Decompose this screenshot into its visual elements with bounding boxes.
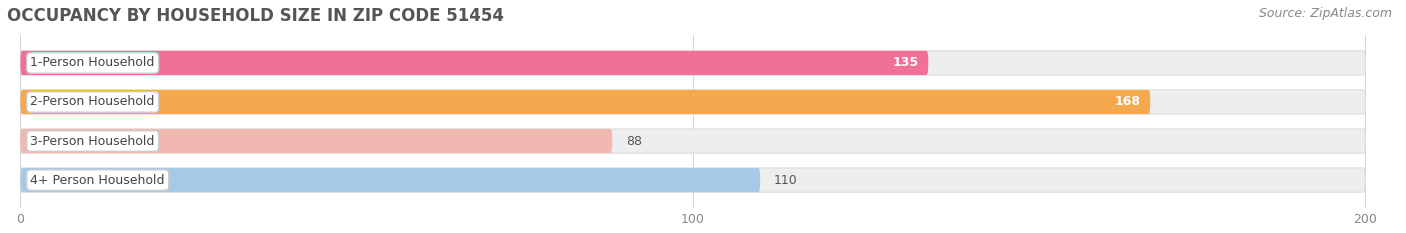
Text: 1-Person Household: 1-Person Household	[31, 56, 155, 69]
Text: 110: 110	[773, 174, 797, 187]
FancyBboxPatch shape	[21, 168, 761, 192]
FancyBboxPatch shape	[21, 90, 1150, 114]
FancyBboxPatch shape	[21, 168, 1365, 192]
Text: 168: 168	[1114, 96, 1140, 109]
Text: Source: ZipAtlas.com: Source: ZipAtlas.com	[1258, 7, 1392, 20]
Text: OCCUPANCY BY HOUSEHOLD SIZE IN ZIP CODE 51454: OCCUPANCY BY HOUSEHOLD SIZE IN ZIP CODE …	[7, 7, 503, 25]
Text: 4+ Person Household: 4+ Person Household	[31, 174, 165, 187]
FancyBboxPatch shape	[21, 51, 1365, 75]
Text: 88: 88	[626, 134, 641, 147]
FancyBboxPatch shape	[21, 90, 1365, 114]
FancyBboxPatch shape	[21, 129, 612, 153]
Text: 2-Person Household: 2-Person Household	[31, 96, 155, 109]
Text: 135: 135	[891, 56, 918, 69]
FancyBboxPatch shape	[21, 129, 1365, 153]
Text: 3-Person Household: 3-Person Household	[31, 134, 155, 147]
FancyBboxPatch shape	[21, 51, 928, 75]
